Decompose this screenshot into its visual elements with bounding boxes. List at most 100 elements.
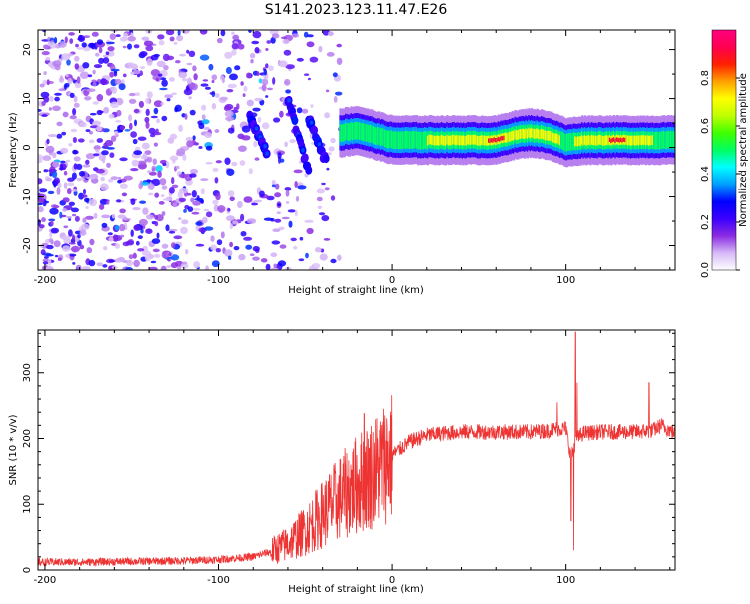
noise-blob	[330, 137, 336, 144]
noise-blob	[195, 243, 205, 247]
noise-blob	[246, 99, 254, 107]
noise-blob	[106, 147, 115, 150]
noise-blob	[168, 187, 175, 194]
band-segment	[450, 135, 453, 146]
band-segment	[647, 135, 650, 146]
band-segment	[637, 136, 641, 146]
noise-blob	[176, 266, 182, 270]
band-segment	[556, 133, 559, 144]
noise-blob	[149, 133, 156, 138]
noise-blob	[146, 58, 153, 66]
noise-blob	[153, 142, 158, 147]
noise-blob	[263, 217, 273, 221]
band-segment	[661, 131, 664, 149]
noise-blob	[241, 135, 251, 141]
band-segment	[654, 131, 657, 150]
streak-blob	[301, 153, 309, 163]
noise-blob	[133, 108, 140, 114]
noise-blob	[187, 206, 194, 212]
band-segment	[483, 135, 487, 146]
noise-blob	[253, 140, 258, 148]
noise-blob	[166, 55, 175, 61]
band-segment	[431, 135, 434, 145]
band-segment	[386, 130, 389, 149]
noise-blob	[169, 36, 175, 42]
noise-blob	[288, 220, 293, 228]
band-segment	[390, 130, 393, 149]
band-segment	[664, 131, 667, 150]
noise-blob	[43, 169, 49, 173]
band-segment	[539, 129, 542, 140]
band-segment	[432, 135, 435, 146]
band-segment	[617, 137, 620, 143]
band-segment	[549, 130, 552, 141]
noise-blob	[96, 39, 104, 45]
band-segment	[515, 130, 518, 140]
noise-blob	[43, 71, 47, 76]
band-segment	[529, 128, 532, 139]
noise-blob	[204, 226, 214, 231]
noise-blob	[153, 107, 159, 115]
noise-blob	[251, 202, 259, 206]
band-segment	[562, 133, 566, 151]
noise-blob	[190, 197, 195, 203]
noise-blob	[105, 51, 110, 56]
noise-blob	[166, 98, 171, 102]
noise-blob	[68, 218, 72, 221]
noise-blob	[130, 229, 134, 237]
band-segment	[506, 132, 509, 143]
noise-blob	[226, 168, 235, 176]
band-segment	[583, 134, 586, 145]
noise-blob	[52, 161, 60, 168]
band-segment	[665, 131, 668, 150]
noise-blob	[114, 224, 120, 231]
noise-blob	[110, 68, 120, 72]
noise-blob	[262, 78, 269, 86]
band-segment	[408, 131, 412, 150]
noise-blob	[117, 214, 126, 219]
x-tick-label: -100	[207, 575, 230, 586]
noise-blob	[85, 153, 95, 160]
band-segment	[417, 132, 420, 150]
band-segment	[342, 124, 345, 142]
band-segment	[374, 126, 377, 145]
noise-blob	[88, 139, 95, 144]
noise-blob	[47, 258, 52, 266]
noise-blob	[177, 30, 181, 37]
band-segment	[401, 131, 405, 149]
band-segment	[447, 135, 450, 146]
band-segment	[456, 135, 459, 146]
band-segment	[421, 131, 424, 150]
band-segment	[633, 135, 636, 146]
noise-blob	[318, 45, 323, 53]
noise-blob	[234, 65, 241, 71]
band-segment	[413, 130, 416, 149]
noise-blob	[330, 258, 337, 264]
band-segment	[635, 135, 638, 146]
band-segment	[482, 135, 485, 146]
noise-blob	[171, 184, 179, 189]
noise-blob	[120, 234, 125, 238]
band-segment	[536, 128, 539, 139]
noise-blob	[324, 112, 330, 119]
noise-blob	[203, 208, 210, 212]
band-segment	[561, 131, 564, 150]
band-segment	[546, 130, 549, 141]
band-segment	[485, 135, 488, 146]
noise-blob	[74, 215, 80, 222]
noise-blob	[287, 209, 296, 213]
noise-blob	[281, 216, 290, 220]
noise-blob	[270, 267, 279, 270]
noise-blob	[277, 260, 287, 267]
band-segment	[519, 129, 523, 139]
band-segment	[436, 135, 439, 146]
noise-blob	[141, 142, 150, 150]
band-segment	[422, 131, 425, 150]
snr-frame	[37, 329, 676, 571]
noise-blob	[133, 44, 140, 49]
noise-blob	[145, 228, 153, 234]
noise-blob	[49, 207, 59, 215]
noise-blob	[102, 264, 108, 268]
noise-blob	[111, 86, 117, 94]
noise-blob	[52, 105, 61, 112]
